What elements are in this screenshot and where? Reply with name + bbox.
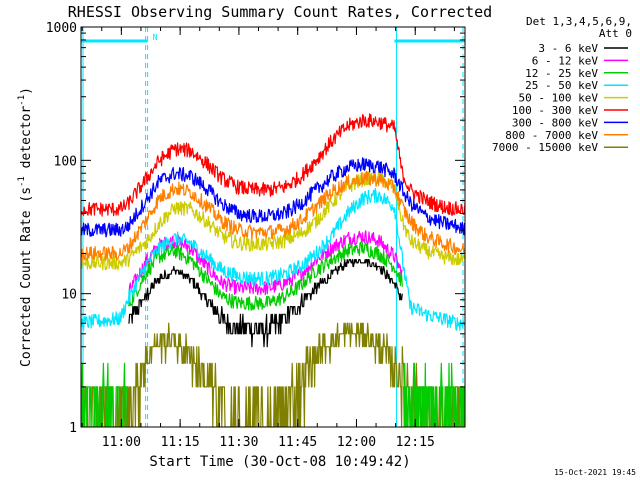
- series-line-7: [81, 170, 465, 262]
- y-axis-label-mid: detector: [19, 106, 34, 177]
- series-line-1: [128, 230, 403, 296]
- y-axis-label-end: ): [19, 87, 34, 95]
- x-tick-label-0: 11:00: [102, 435, 141, 450]
- legend-label-1: 6 - 12 keV: [532, 54, 599, 67]
- series-line-2: [127, 241, 403, 311]
- x-axis-label: Start Time (30-Oct-08 10:49:42): [149, 454, 410, 470]
- legend-label-6: 300 - 800 keV: [512, 116, 598, 129]
- x-tick-label-3: 11:45: [278, 435, 317, 450]
- y-tick-label-0: 1: [69, 421, 77, 436]
- x-tick-label-1: 11:15: [161, 435, 200, 450]
- plot-timestamp: 15-Oct-2021 19:45: [554, 468, 636, 477]
- legend-label-0: 3 - 6 keV: [538, 42, 598, 55]
- legend-label-2: 12 - 25 keV: [525, 67, 598, 80]
- chart-title: RHESSI Observing Summary Count Rates, Co…: [68, 3, 492, 21]
- legend-header-0: Det 1,3,4,5,6,9,: [526, 15, 632, 28]
- series-line-0: [128, 259, 403, 348]
- axes: 11:00 11:15 11:30 11:45 12:00 12:15 1 10 100 1000: [46, 21, 465, 450]
- series-line-8: [81, 322, 465, 427]
- y-tick-label-1: 10: [61, 288, 77, 303]
- legend-label-4: 50 - 100 keV: [519, 92, 599, 105]
- legend-label-5: 100 - 300 keV: [512, 104, 598, 117]
- series-line-3: [81, 187, 465, 331]
- x-tick-label-4: 12:00: [337, 435, 376, 450]
- plot-area: N: [81, 27, 465, 427]
- y-axis-label-main: Corrected Count Rate (s: [19, 187, 34, 367]
- series-line-5: [81, 113, 465, 217]
- x-tick-label-2: 11:30: [219, 435, 258, 450]
- y-tick-label-2: 100: [54, 154, 77, 169]
- series-line-4: [81, 170, 465, 271]
- plot-frame: [80, 26, 466, 428]
- series-group: [81, 27, 465, 427]
- x-tick-label-5: 12:15: [396, 435, 435, 450]
- legend-label-3: 25 - 50 keV: [525, 79, 598, 92]
- series-line-6: [81, 157, 465, 238]
- y-axis-label-sup2: -1: [17, 95, 27, 106]
- legend-label-7: 800 - 7000 keV: [505, 129, 598, 142]
- y-axis-label-sup1: -1: [17, 176, 27, 187]
- y-tick-label-3: 1000: [46, 21, 77, 36]
- legend-header-1: Att 0: [599, 27, 632, 40]
- legend-label-8: 7000 - 15000 keV: [492, 141, 598, 154]
- marker-label-0: N: [153, 33, 158, 42]
- series-line-9: [81, 362, 128, 427]
- series-line-10: [402, 362, 465, 427]
- y-axis-label: Corrected Count Rate (s-1 detector-1): [17, 87, 34, 367]
